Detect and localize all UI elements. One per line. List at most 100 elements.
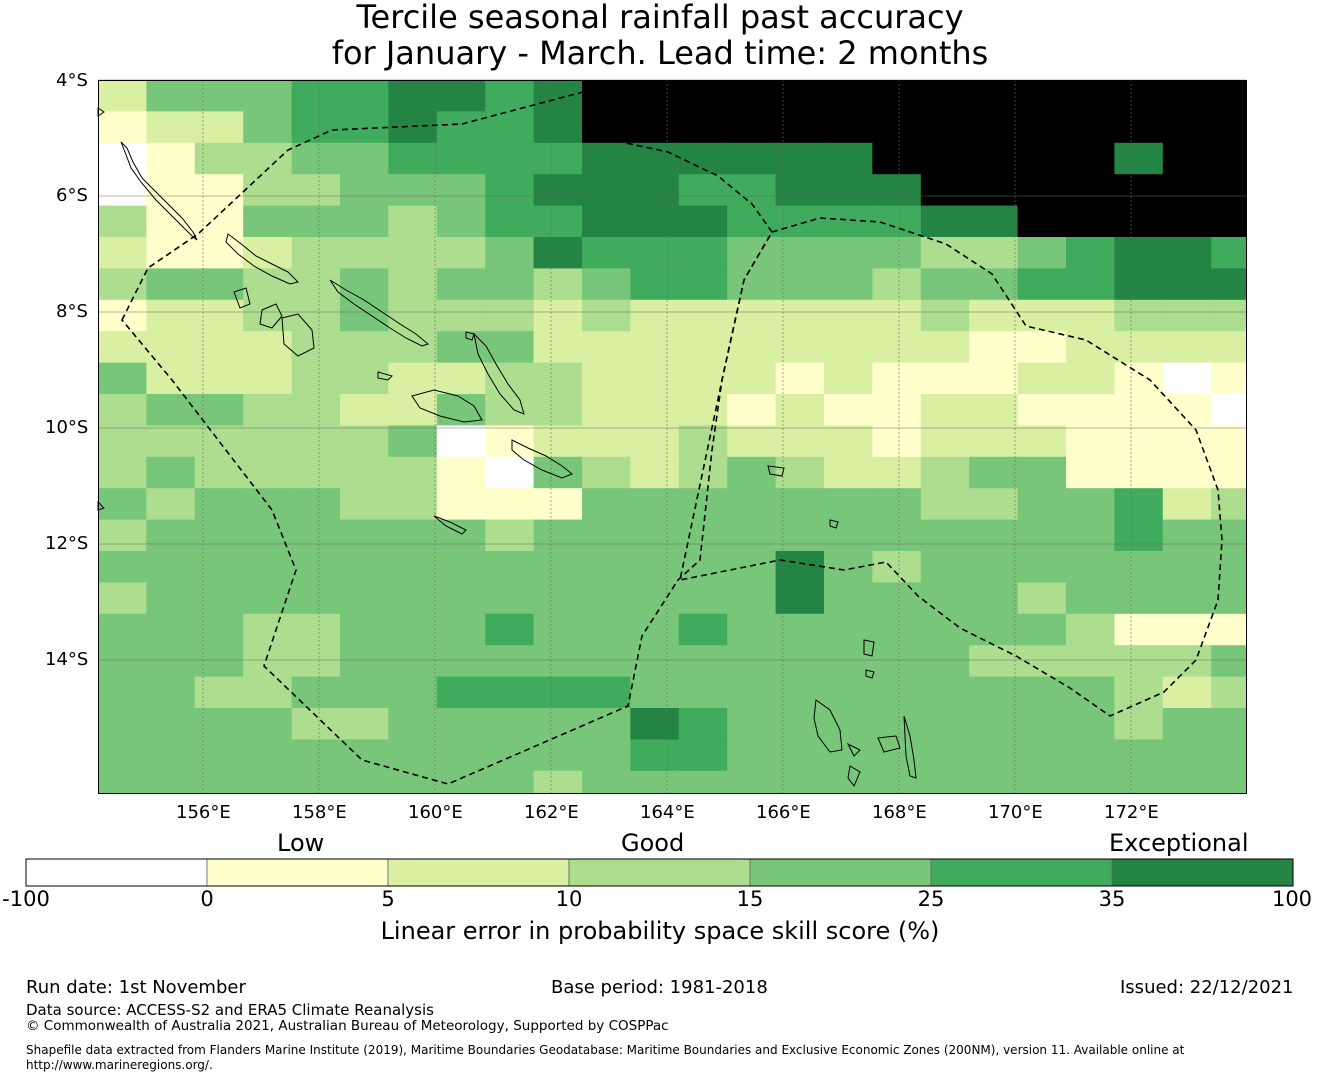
lat-label-10S: 10°S — [45, 417, 89, 438]
island-small-1 — [465, 331, 475, 341]
grid-cell — [146, 519, 196, 552]
grid-cell — [678, 456, 728, 489]
grid-cell — [775, 739, 825, 772]
grid-cell — [243, 551, 293, 583]
grid-cell — [630, 770, 680, 793]
grid-cell — [920, 582, 970, 615]
grid-cell — [969, 551, 1019, 583]
grid-cell — [582, 645, 631, 678]
grid-cell — [1114, 268, 1164, 301]
grid-cell — [872, 613, 922, 646]
grid-cell — [727, 488, 777, 521]
grid-cell — [1017, 111, 1067, 144]
grid-cell — [146, 551, 196, 583]
grid-cell — [582, 708, 631, 740]
grid-cell — [1211, 299, 1246, 332]
grid-cell — [436, 425, 486, 458]
shapefile-credit: Shapefile data extracted from Flanders M… — [26, 1043, 1185, 1072]
grid-cell — [194, 362, 244, 395]
grid-cell — [533, 551, 583, 583]
grid-cell — [291, 362, 341, 395]
grid-cell — [582, 739, 631, 772]
grid-cell — [582, 268, 631, 301]
grid-cell — [775, 299, 825, 332]
grid-cell — [388, 613, 438, 646]
grid-cell — [485, 268, 535, 301]
grid-cell — [533, 237, 583, 269]
grid-cell — [388, 268, 438, 301]
island-nendo — [829, 519, 839, 529]
island-bougainville — [120, 141, 198, 241]
grid-cell — [485, 425, 535, 458]
grid-cell — [630, 268, 680, 301]
grid-cell — [1066, 708, 1115, 740]
grid-cell — [98, 708, 147, 740]
grid-cell — [1066, 174, 1115, 207]
grid-cell — [436, 174, 486, 207]
grid-cell — [872, 299, 922, 332]
grid-cell — [824, 174, 873, 207]
grid-cell — [388, 708, 438, 740]
grid-cell — [582, 488, 631, 521]
grid-cell — [533, 519, 583, 552]
colorbar-segment — [1111, 858, 1294, 887]
grid-cell — [194, 645, 244, 678]
grid-cell — [1114, 80, 1164, 112]
grid-cell — [194, 456, 244, 489]
grid-cell — [533, 739, 583, 772]
map-frame — [98, 80, 1247, 794]
grid-cell — [1211, 645, 1246, 678]
grid-cell — [291, 739, 341, 772]
grid-cell — [533, 394, 583, 426]
grid-cell — [582, 582, 631, 615]
island-vella-lavella — [233, 287, 251, 309]
grid-cell — [194, 519, 244, 552]
colorbar-tick: 10 — [555, 887, 583, 911]
grid-cell — [533, 174, 583, 207]
grid-cell — [1114, 394, 1164, 426]
grid-cell — [533, 331, 583, 364]
grid-cell — [1017, 456, 1067, 489]
grid-cell — [533, 645, 583, 678]
grid-cell — [1017, 770, 1067, 793]
grid-cell — [291, 174, 341, 207]
grid-cell — [98, 488, 147, 521]
grid-cell — [1017, 80, 1067, 112]
island-ambae — [846, 742, 861, 757]
grid-cell — [630, 425, 680, 458]
grid-cell — [1162, 237, 1212, 269]
island-malaita — [473, 332, 525, 415]
colorbar-tick: 100 — [1271, 887, 1313, 911]
grid-cell — [969, 237, 1019, 269]
grid-cell — [872, 425, 922, 458]
grid-cell — [98, 739, 147, 772]
grid-cell — [582, 80, 631, 112]
grid-cell — [291, 708, 341, 740]
grid-cell — [340, 237, 389, 269]
grid-cell — [340, 519, 389, 552]
grid-cell — [388, 519, 438, 552]
grid-cell — [340, 80, 389, 112]
grid-cell — [969, 80, 1019, 112]
lon-label-162E: 162°E — [524, 802, 579, 823]
grid-cell — [98, 331, 147, 364]
grid-cell — [824, 268, 873, 301]
grid-cell — [388, 237, 438, 269]
grid-cell — [824, 582, 873, 615]
grid-cell — [1162, 770, 1212, 793]
grid-cell — [243, 456, 293, 489]
grid-cell — [243, 708, 293, 740]
grid-cell — [582, 331, 631, 364]
grid-cell — [1066, 268, 1115, 301]
grid-cell — [1114, 645, 1164, 678]
grid-cell — [1211, 770, 1246, 793]
grid-cell — [969, 488, 1019, 521]
grid-cell — [340, 174, 389, 207]
grid-cell — [630, 488, 680, 521]
grid-cell — [969, 456, 1019, 489]
grid-cell — [340, 770, 389, 793]
grid-cell — [291, 770, 341, 793]
grid-cell — [340, 268, 389, 301]
grid-cell — [678, 613, 728, 646]
